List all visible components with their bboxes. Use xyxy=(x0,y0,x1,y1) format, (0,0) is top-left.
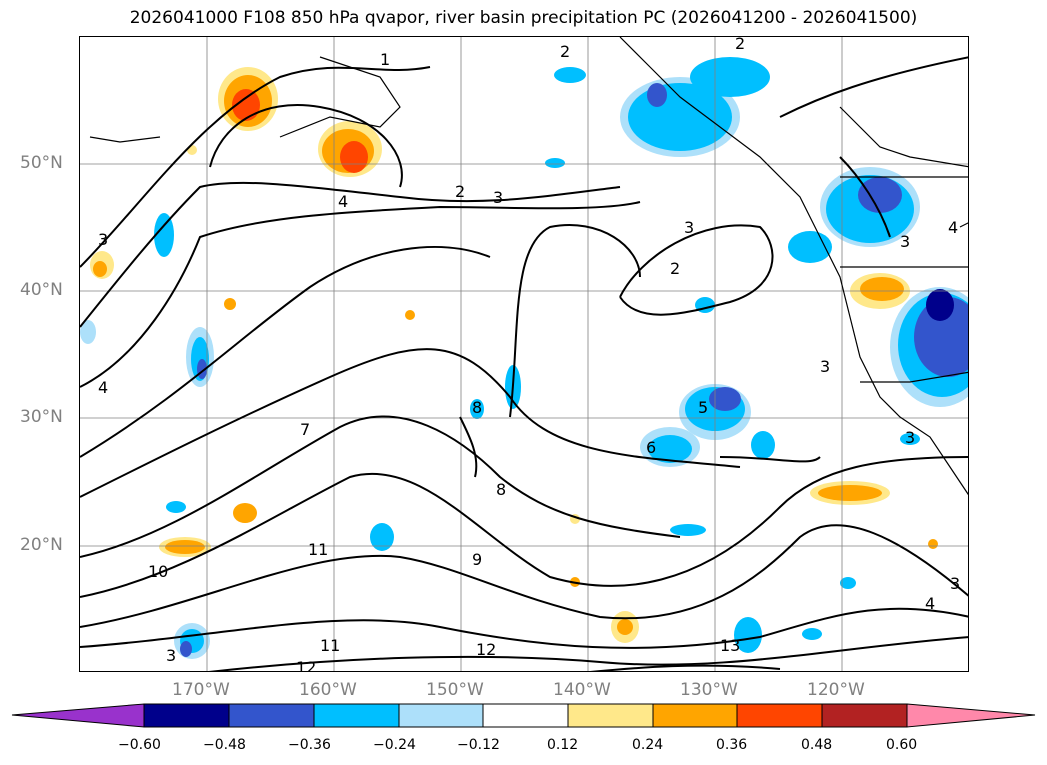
contour-label: 13 xyxy=(720,636,740,655)
colorbar-tick: 0.24 xyxy=(632,737,664,753)
contour-label: 11 xyxy=(308,540,328,559)
colorbar-tick: −0.24 xyxy=(373,737,416,753)
contour-label: 12 xyxy=(476,640,496,659)
lon-label: 140°W xyxy=(553,680,611,700)
contour-label: 3 xyxy=(905,428,915,447)
map-canvas: 1 2 3 2 3 4 3 2 3 3 4 4 5 6 7 8 8 9 10 1… xyxy=(80,37,968,672)
colorbar-bin xyxy=(482,703,569,728)
contour-label: 10 xyxy=(148,562,168,581)
lat-label: 50°N xyxy=(20,153,63,173)
colorbar-tick: 0.12 xyxy=(547,737,579,753)
colorbar-bin xyxy=(228,703,315,728)
contour-label: 8 xyxy=(472,398,482,417)
contour-label: 3 xyxy=(98,230,108,249)
colorbar-extend-max xyxy=(906,703,1036,728)
contour-label: 11 xyxy=(320,636,340,655)
lon-label: 120°W xyxy=(807,680,865,700)
colorbar-bin xyxy=(736,703,823,728)
contour-label: 3 xyxy=(684,218,694,237)
contour-label: 1 xyxy=(380,50,390,69)
contour-label: 4 xyxy=(338,192,348,211)
coastlines xyxy=(89,37,968,496)
contour-label: 9 xyxy=(472,550,482,569)
graticule xyxy=(80,37,968,671)
contour-label: 3 xyxy=(493,188,503,207)
contour-label: 3 xyxy=(820,357,830,376)
lon-label: 130°W xyxy=(680,680,738,700)
lon-label: 160°W xyxy=(299,680,357,700)
contour-label: 5 xyxy=(698,398,708,417)
colorbar-bin xyxy=(143,703,230,728)
contour-label: 4 xyxy=(948,218,958,237)
contour-labels: 1 2 3 2 3 4 3 2 3 3 4 4 5 6 7 8 8 9 10 1… xyxy=(98,37,960,672)
contour-label: 4 xyxy=(98,378,108,397)
colorbar-bin xyxy=(567,703,654,728)
contour-label: 3 xyxy=(950,574,960,593)
contour-label: 2 xyxy=(455,182,465,201)
contour-label: 7 xyxy=(300,420,310,439)
colorbar-tick: −0.12 xyxy=(457,737,500,753)
colorbar-tick: 0.36 xyxy=(716,737,748,753)
contour-label: 2 xyxy=(735,37,745,53)
contour-label: 4 xyxy=(925,594,935,613)
colorbar-tick: −0.60 xyxy=(118,737,161,753)
qvapor-contours xyxy=(80,56,968,671)
contour-label: 2 xyxy=(560,42,570,61)
colorbar-tick: −0.48 xyxy=(203,737,246,753)
colorbar-bin xyxy=(398,703,484,728)
lat-label: 40°N xyxy=(20,280,63,300)
contour-label: 3 xyxy=(166,646,176,665)
lon-label: 170°W xyxy=(172,680,230,700)
contour-label: 6 xyxy=(646,438,656,457)
colorbar-bin xyxy=(821,703,908,728)
contour-label: 3 xyxy=(900,232,910,251)
contour-label: 8 xyxy=(496,480,506,499)
map-panel: 1 2 3 2 3 4 3 2 3 3 4 4 5 6 7 8 8 9 10 1… xyxy=(79,36,969,672)
precip-negative-fills xyxy=(80,57,968,659)
chart-title: 2026041000 F108 850 hPa qvapor, river ba… xyxy=(129,8,918,28)
colorbar-bin xyxy=(313,703,400,728)
colorbar-bin xyxy=(652,703,738,728)
colorbar-tick: 0.60 xyxy=(886,737,918,753)
lat-label: 30°N xyxy=(20,407,63,427)
lat-label: 20°N xyxy=(20,535,63,555)
contour-label: 12 xyxy=(296,658,316,672)
colorbar-extend-min xyxy=(11,703,145,728)
colorbar-tick: −0.36 xyxy=(288,737,331,753)
lon-label: 150°W xyxy=(426,680,484,700)
colorbar xyxy=(11,703,1036,728)
colorbar-tick: 0.48 xyxy=(801,737,833,753)
contour-label: 2 xyxy=(670,259,680,278)
